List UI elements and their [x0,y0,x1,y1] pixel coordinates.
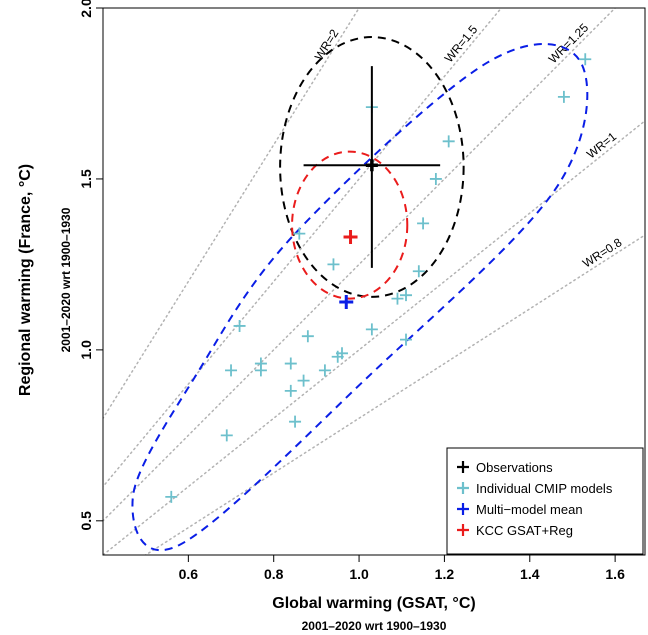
x-tick-label: 1.6 [605,566,625,582]
legend-box [446,447,644,555]
cmip-model-point [289,415,302,428]
legend-label: Observations [476,460,553,475]
legend-marker [457,503,469,515]
legend-marker [457,482,469,494]
ellipse-kcc-gsat-reg [291,150,409,300]
kcc-gsat-reg [343,230,358,245]
uncertainty-ellipses [131,36,589,552]
obs-point [365,159,378,172]
cmip-model-point [165,490,178,503]
cmip-model-point [400,289,413,302]
y-axis-label: Regional warming (France, °C) [17,164,34,396]
x-tick-label: 1.4 [520,566,540,582]
cmip-model-point [284,384,297,397]
y-tick-label: 2.0 [78,0,94,18]
cmip-model-point [400,333,413,346]
cmip-model-point [335,347,348,360]
cmip-model-point [327,258,340,271]
x-tick-label: 1.2 [435,566,455,582]
cmip-model-point [225,364,238,377]
x-tick-label: 1.0 [349,566,369,582]
cmip-model-point [391,292,404,305]
y-axis-sublabel: 2001–2020 wrt 1900–1930 [59,207,73,352]
y-axis: 0.5 1.0 1.5 2.0 [78,0,103,531]
x-axis-sublabel: 2001–2020 wrt 1900–1930 [302,619,447,633]
cmip-model-point [220,429,233,442]
cmip-model-point [254,357,267,370]
cmip-model-point [297,374,310,387]
legend-label: Individual CMIP models [476,481,613,496]
wr-label-2: WR=2 [312,27,342,63]
wr-line-1-5 [103,8,503,488]
cmip-model-point [365,323,378,336]
wr-label-1-5: WR=1.5 [442,22,481,65]
wr-label-0-8: WR=0.8 [580,235,625,271]
x-axis-label: Global warming (GSAT, °C) [272,595,475,612]
y-tick-label: 1.5 [78,169,94,189]
wr-line-0-8 [144,234,645,555]
legend-label: Multi−model mean [476,502,583,517]
x-tick-label: 0.8 [264,566,284,582]
y-tick-label: 0.5 [78,511,94,531]
data-points [165,53,592,503]
legend-label: KCC GSAT+Reg [476,523,573,538]
cmip-model-point [301,330,314,343]
legend-marker [457,461,469,473]
cmip-model-point [429,172,442,185]
cmip-model-point [293,227,306,240]
wr-line-1 [103,119,645,555]
wr-line-1-25 [103,8,617,522]
wr-line-2 [103,8,360,420]
cmip-model-point [417,217,430,230]
plot-frame [102,7,646,556]
cmip-model-point [442,135,455,148]
legend: Observations Individual CMIP models Multi−… [446,447,644,555]
multi-model-mean [339,295,354,310]
cmip-model-point [284,357,297,370]
x-axis: 0.6 0.8 1.0 1.2 1.4 1.6 [179,555,625,582]
observations-marker [303,66,441,268]
ellipse-observations [279,36,465,298]
cmip-model-point [233,319,246,332]
y-tick-label: 1.0 [78,340,94,360]
x-tick-label: 0.6 [179,566,199,582]
cmip-model-point [318,364,331,377]
legend-marker [457,524,469,536]
cmip-model-point [579,53,592,66]
cmip-model-point [557,90,570,103]
ellipse-cmip-models [131,43,589,552]
cmip-model-point [412,265,425,278]
